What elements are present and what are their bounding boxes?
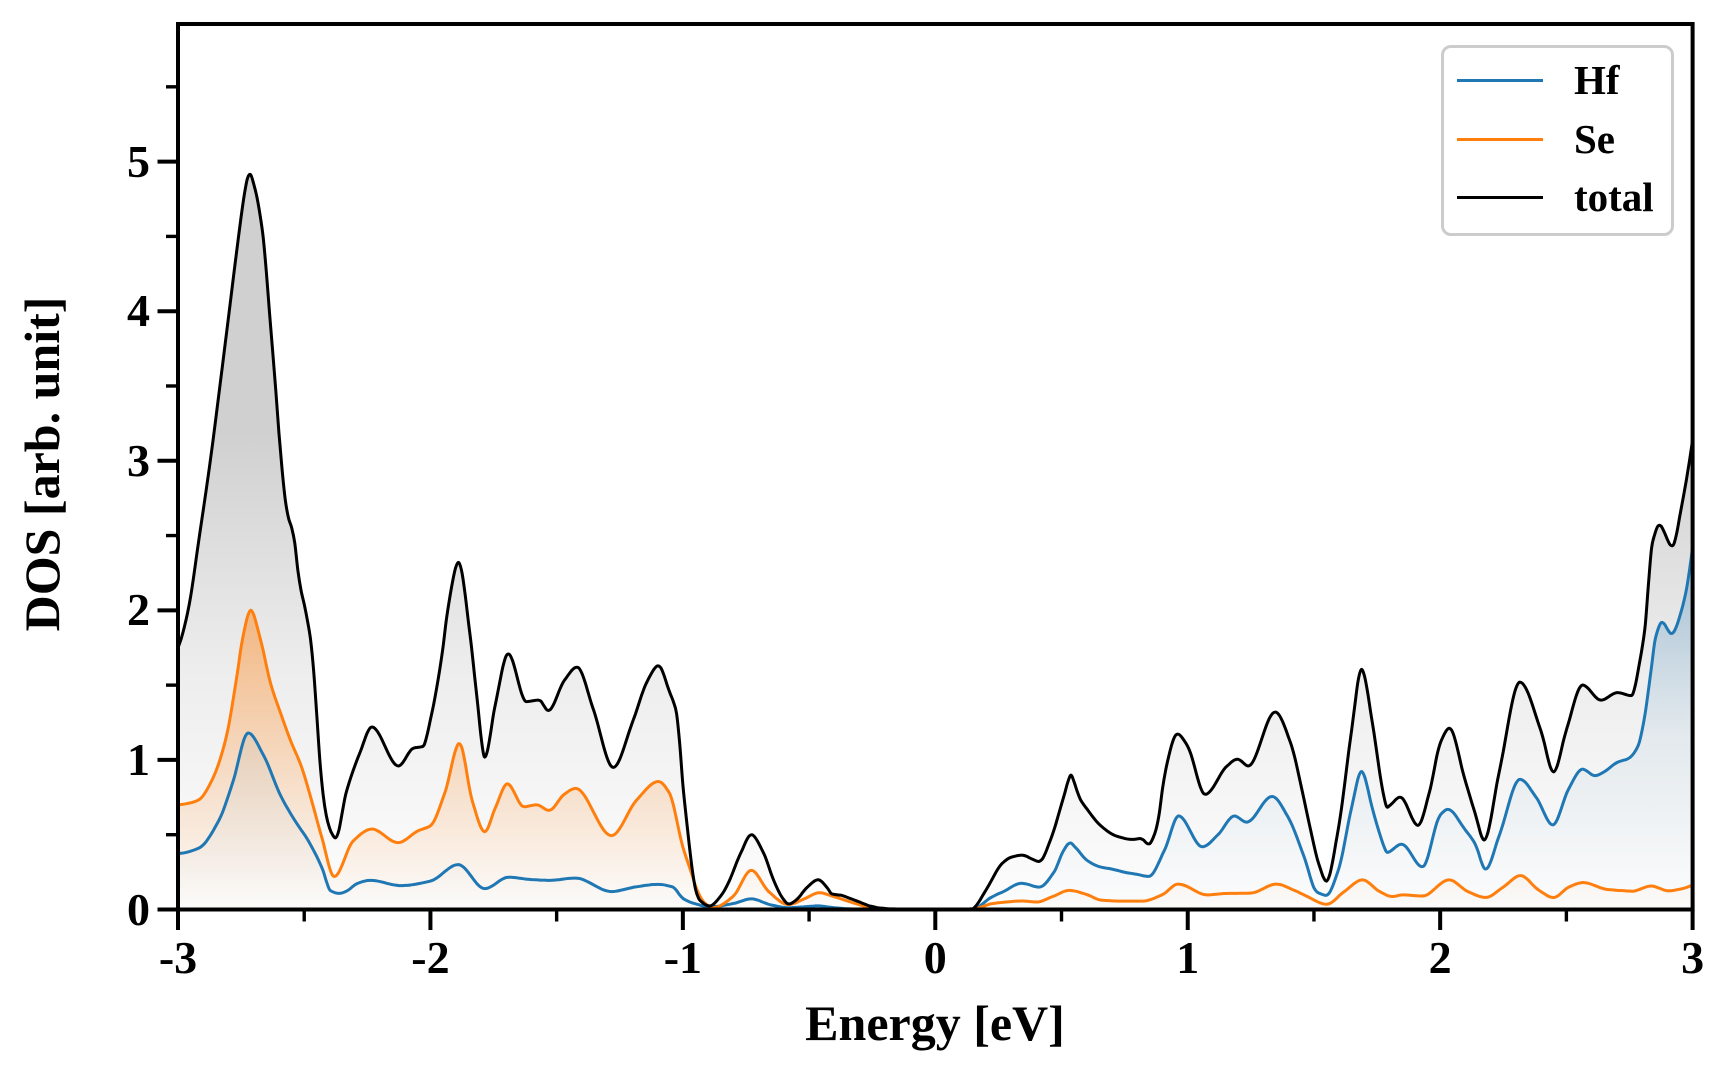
legend-box: Hf Se total xyxy=(1441,45,1674,236)
x-tick-label-1: 1 xyxy=(1176,932,1200,983)
y-tick-label-3: 3 xyxy=(127,434,150,486)
legend-label-total: total xyxy=(1574,174,1654,221)
x-tick-label--3: -3 xyxy=(158,932,198,983)
y-tick-label-5: 5 xyxy=(127,135,150,187)
legend-item-hf: Hf xyxy=(1444,51,1671,110)
se-line-swatch xyxy=(1457,137,1543,141)
x-tick-label-3: 3 xyxy=(1681,932,1705,983)
legend-label-hf: Hf xyxy=(1574,56,1620,103)
x-axis-label: Energy [eV] xyxy=(805,995,1065,1051)
y-axis-label: DOS [arb. unit] xyxy=(14,296,70,632)
y-tick-label-2: 2 xyxy=(127,584,150,636)
series-fill-Hf xyxy=(178,547,1693,910)
y-tick-label-4: 4 xyxy=(127,285,150,337)
x-tick-label--2: -2 xyxy=(411,932,450,983)
total-line-swatch xyxy=(1457,196,1543,200)
legend-label-se: Se xyxy=(1574,115,1615,162)
legend-item-total: total xyxy=(1444,168,1671,227)
x-tick-label--1: -1 xyxy=(663,932,703,983)
x-tick-label-0: 0 xyxy=(923,932,947,983)
series-fill-Se xyxy=(178,610,1693,910)
axis-ticks xyxy=(157,85,1695,930)
y-tick-label-1: 1 xyxy=(127,733,150,785)
y-tick-label-0: 0 xyxy=(127,883,150,935)
series-fill-total xyxy=(178,174,1693,910)
x-tick-label-2: 2 xyxy=(1428,932,1452,983)
legend-item-se: Se xyxy=(1444,110,1671,169)
hf-line-swatch xyxy=(1457,78,1543,82)
